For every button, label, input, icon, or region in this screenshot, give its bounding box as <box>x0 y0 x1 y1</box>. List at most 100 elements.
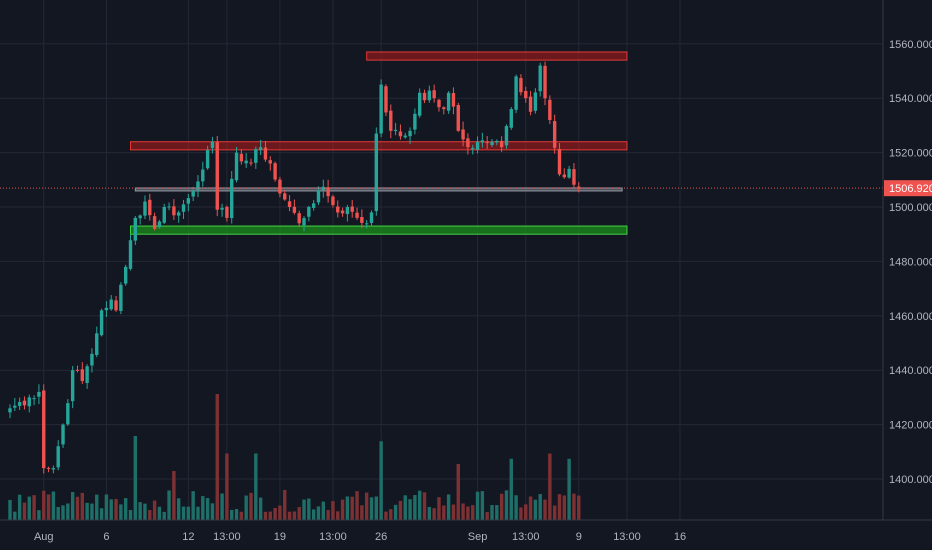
price-tick-label: 1500.000 <box>889 202 932 214</box>
candle-body <box>427 90 432 101</box>
candle-body <box>552 121 557 148</box>
candle-body <box>17 402 22 406</box>
support-zone[interactable] <box>130 225 628 235</box>
volume-bar <box>307 498 311 520</box>
mid-resistance-zone[interactable] <box>130 141 628 151</box>
volume-bar <box>340 499 345 520</box>
candle-body <box>254 149 258 163</box>
candle-body <box>331 196 335 206</box>
volume-bar <box>51 491 56 520</box>
volume-bar <box>56 506 60 520</box>
candlesticks <box>8 61 581 474</box>
volume-bar <box>181 506 186 520</box>
volume-bar <box>244 495 248 520</box>
candle-body <box>268 160 272 164</box>
volume-bar <box>66 503 70 520</box>
volume-bar <box>538 494 542 520</box>
time-axis: Aug 6 12 13:00 19 13:00 26 Sep 13:00 9 13:00 16 <box>34 531 686 543</box>
volume-bar <box>446 494 451 520</box>
candle-body <box>538 65 542 92</box>
candle-body <box>490 141 494 146</box>
candle-body <box>66 403 70 425</box>
candle-body <box>577 186 581 189</box>
candle-body <box>567 168 571 178</box>
price-tick-label: 1460.000 <box>889 311 932 323</box>
volume-bars <box>8 394 581 520</box>
volume-bar <box>32 495 36 520</box>
volume-bar <box>432 508 436 520</box>
candle-body <box>157 221 162 228</box>
volume-bar <box>480 491 485 520</box>
candle-body <box>471 148 475 150</box>
candle-body <box>37 391 41 397</box>
candle-body <box>239 153 244 162</box>
volume-bar <box>17 494 22 520</box>
candle-body <box>418 92 422 116</box>
candle-body <box>345 207 350 215</box>
time-tick-label: 16 <box>674 531 686 543</box>
volume-bar <box>80 492 84 520</box>
candle-body <box>509 109 513 128</box>
candle-body <box>340 210 345 214</box>
volume-bar <box>27 496 31 520</box>
candle-body <box>80 369 84 382</box>
candle-body <box>109 299 113 310</box>
time-tick-label: 26 <box>375 531 387 543</box>
volume-bar <box>504 490 509 520</box>
volume-bar <box>46 494 51 520</box>
candle-body <box>432 90 436 99</box>
volume-bar <box>172 471 176 520</box>
candle-body <box>172 206 176 216</box>
volume-bar <box>548 453 552 520</box>
volume-bar <box>326 509 330 520</box>
candle-body <box>495 140 499 143</box>
volume-bar <box>398 500 403 520</box>
volume-bar <box>389 509 393 520</box>
volume-bar <box>345 496 350 520</box>
candle-body <box>70 370 75 402</box>
candle-body <box>350 206 354 212</box>
volume-bar <box>138 502 142 520</box>
candle-body <box>557 149 562 175</box>
volume-bar <box>215 394 219 520</box>
candle-body <box>336 206 340 213</box>
candle-body <box>389 110 393 131</box>
volume-bar <box>162 511 166 520</box>
price-axis-panel[interactable] <box>883 0 932 520</box>
candle-body <box>61 424 65 445</box>
volume-bar <box>42 490 46 520</box>
top-resistance-zone[interactable] <box>366 51 628 61</box>
volume-bar <box>572 493 576 520</box>
volume-bar <box>273 507 277 520</box>
volume-bar <box>437 497 441 520</box>
volume-bar <box>379 441 383 520</box>
candle-body <box>215 142 219 210</box>
volume-bar <box>418 490 422 520</box>
volume-bar <box>413 495 417 520</box>
volume-bar <box>533 499 538 520</box>
volume-bar <box>461 503 465 520</box>
volume-bar <box>495 505 499 520</box>
candle-body <box>456 105 460 131</box>
candle-body <box>475 141 480 150</box>
volume-bar <box>114 499 118 520</box>
candle-body <box>278 179 282 194</box>
volume-bar <box>99 508 104 520</box>
volume-bar <box>123 498 128 520</box>
volume-bar <box>403 495 407 520</box>
candle-body <box>548 99 552 120</box>
candle-body <box>442 107 446 110</box>
candle-body <box>258 147 263 150</box>
last-price-tag: 1506.920 <box>884 180 932 197</box>
zone-boxes[interactable] <box>130 51 628 235</box>
volume-bar <box>157 506 162 520</box>
candle-body <box>32 398 36 400</box>
candle-body <box>355 212 359 218</box>
volume-bar <box>321 501 325 520</box>
time-tick-label: 13:00 <box>213 531 241 543</box>
candle-body <box>273 163 277 180</box>
candle-body <box>186 198 191 204</box>
volume-bar <box>509 458 513 520</box>
candle-body <box>201 169 205 182</box>
